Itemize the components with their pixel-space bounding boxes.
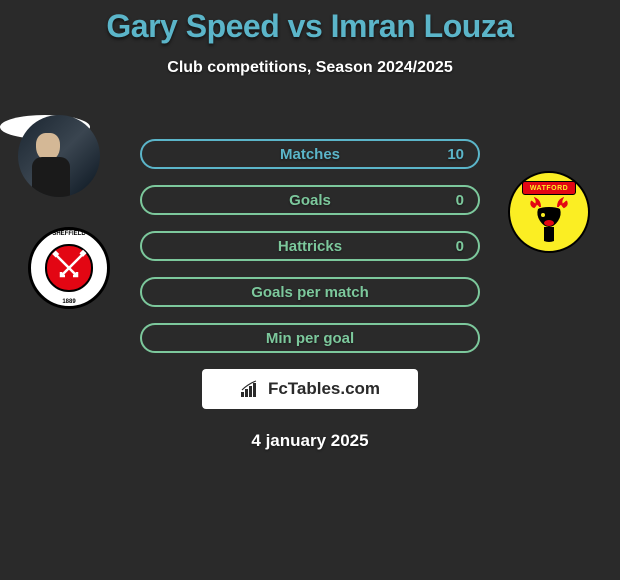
brand-text: FcTables.com [268, 379, 380, 399]
badge-text-top: SHEFFIELD [31, 231, 107, 237]
stat-label: Matches [280, 146, 340, 163]
swords-icon [49, 248, 89, 288]
badge-inner-circle [45, 244, 92, 291]
player-left-avatar [18, 115, 100, 197]
stat-value: 10 [447, 146, 464, 163]
stat-value: 0 [456, 192, 464, 209]
main-content: SHEFFIELD 1889 WATFORD [0, 115, 620, 451]
bar-chart-icon [240, 380, 262, 398]
club-badge-left: SHEFFIELD 1889 [28, 227, 110, 309]
club-badge-right: WATFORD [508, 171, 590, 253]
stat-row-hattricks: Hattricks 0 [140, 231, 480, 261]
subtitle: Club competitions, Season 2024/2025 [0, 59, 620, 77]
page-title: Gary Speed vs Imran Louza [0, 8, 620, 45]
stat-label: Goals per match [251, 284, 369, 301]
stats-list: Matches 10 Goals 0 Hattricks 0 Goals per… [140, 139, 480, 353]
watford-badge: WATFORD [508, 171, 590, 253]
watford-banner: WATFORD [522, 181, 576, 195]
stat-label: Goals [289, 192, 331, 209]
sheffield-united-badge: SHEFFIELD 1889 [28, 227, 110, 309]
stat-label: Hattricks [278, 238, 342, 255]
brand-box: FcTables.com [202, 369, 418, 409]
stat-label: Min per goal [266, 330, 354, 347]
badge-year: 1889 [31, 299, 107, 305]
stat-value: 0 [456, 238, 464, 255]
moose-icon [524, 197, 574, 245]
stat-row-matches: Matches 10 [140, 139, 480, 169]
player-left-photo [18, 115, 100, 197]
stat-row-goals: Goals 0 [140, 185, 480, 215]
stat-row-min-per-goal: Min per goal [140, 323, 480, 353]
comparison-card: Gary Speed vs Imran Louza Club competiti… [0, 0, 620, 451]
snapshot-date: 4 january 2025 [0, 431, 620, 451]
stat-row-goals-per-match: Goals per match [140, 277, 480, 307]
